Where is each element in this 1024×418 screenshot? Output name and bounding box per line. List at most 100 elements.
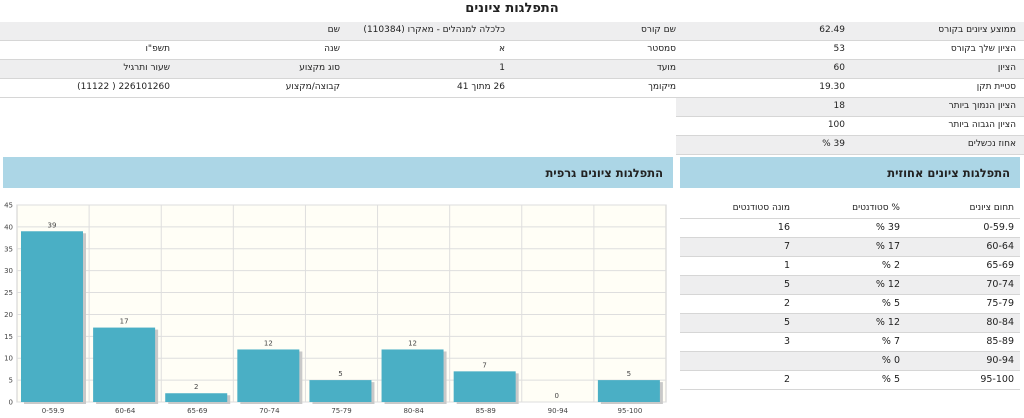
table-cell: 39 % xyxy=(875,222,900,233)
table-row: 95-100 5 % 2 xyxy=(680,371,1020,390)
y-tick-label: 20 xyxy=(4,311,13,319)
info-value: 18 xyxy=(833,101,845,111)
table-cell: 5 xyxy=(783,317,790,328)
chart: 0 5 10 15 20 25 30 35 40 45 0-59.9 39 60-64 17 65-69 2 7… xyxy=(4,202,667,415)
info-value: 226101260 ( 11122) xyxy=(77,82,170,92)
info-value: 26 מתוך 41 xyxy=(457,82,505,92)
table-cell: 85-89 xyxy=(986,336,1014,347)
bar xyxy=(165,393,228,402)
info-label: קבוצה/מקצוע xyxy=(285,82,340,92)
bar-value-label: 12 xyxy=(264,339,273,347)
bar xyxy=(453,371,516,402)
info-row: הציון שלך בקורס 53 סמסטר א שנה תשפ"ו xyxy=(0,41,1024,60)
table-row: 90-94 0 % xyxy=(680,352,1020,371)
bar-value-label: 5 xyxy=(627,370,631,378)
info-label: ממוצע ציונים בקורס xyxy=(938,25,1016,35)
table-cell: 0-59.9 xyxy=(983,222,1014,233)
info-label: סמסטר xyxy=(647,44,676,54)
table-cell: 12 % xyxy=(875,279,900,290)
info-label: שם xyxy=(327,25,340,35)
info-row: הציון הגבוה ביותר 100 xyxy=(676,117,1024,136)
table-cell: 90-94 xyxy=(986,355,1014,366)
table-row: 85-89 7 % 3 xyxy=(680,333,1020,352)
info-label: שם קורס xyxy=(641,25,676,35)
info-label: שנה xyxy=(324,44,340,54)
info-value: 60 xyxy=(833,63,845,73)
x-tick-label: 90-94 xyxy=(548,407,569,415)
x-tick-label: 60-64 xyxy=(115,407,136,415)
table-cell: 5 % xyxy=(881,298,900,309)
info-value: 1 xyxy=(499,63,505,73)
y-tick-label: 40 xyxy=(4,223,13,231)
x-tick-label: 75-79 xyxy=(331,407,351,415)
x-tick-label: 85-89 xyxy=(476,407,496,415)
info-label: מיקומך xyxy=(648,82,676,92)
table-row: 65-69 2 % 1 xyxy=(680,257,1020,276)
bar xyxy=(93,327,156,402)
bar xyxy=(309,380,372,402)
table-cell: 2 % xyxy=(881,260,900,271)
table-cell: 60-64 xyxy=(986,241,1014,252)
x-tick-label: 80-84 xyxy=(403,407,424,415)
x-tick-label: 0-59.9 xyxy=(42,407,65,415)
bar-value-label: 17 xyxy=(120,318,129,326)
bar-value-label: 2 xyxy=(194,383,198,391)
table-cell: 17 % xyxy=(875,241,900,252)
y-tick-label: 0 xyxy=(9,399,13,407)
info-value: 53 xyxy=(833,44,845,54)
table-cell: 16 xyxy=(777,222,790,233)
x-tick-label: 70-74 xyxy=(259,407,280,415)
table-cell: 7 % xyxy=(881,336,900,347)
table-cell: 2 xyxy=(783,298,790,309)
info-row: סטיית תקן 19.30 מיקומך 26 מתוך 41 קבוצה/מקצו… xyxy=(0,79,1024,98)
table-cell: 75-79 xyxy=(986,298,1014,309)
info-label: הציון הגבוה ביותר xyxy=(948,120,1016,130)
info-label: מועד xyxy=(656,63,676,73)
column-header: מונה סטודנטים xyxy=(732,203,790,213)
info-label: הציון שלך בקורס xyxy=(950,44,1016,54)
y-tick-label: 5 xyxy=(9,377,13,385)
table-cell: 5 % xyxy=(881,374,900,385)
info-row: הציון 60 מועד 1 סוג מקצוע שעור ותרגיל xyxy=(0,60,1024,79)
table-panel-header: התפלגות ציונים אחוזית xyxy=(680,157,1020,188)
table-title: התפלגות ציונים אחוזית xyxy=(887,166,1010,180)
info-row: ממוצע ציונים בקורס 62.49 שם קורס כלכלה למנה… xyxy=(0,22,1024,41)
table-row: 70-74 12 % 5 xyxy=(680,276,1020,295)
table-cell: 2 xyxy=(783,374,790,385)
info-label: הציון הנמוך ביותר xyxy=(948,101,1016,111)
info-row: הציון הנמוך ביותר 18 xyxy=(676,98,1024,117)
y-tick-label: 30 xyxy=(4,267,13,275)
column-header: % סטודנטים xyxy=(852,203,900,213)
table-row: 60-64 17 % 7 xyxy=(680,238,1020,257)
y-tick-label: 10 xyxy=(4,355,13,363)
table-cell: 5 xyxy=(783,279,790,290)
table-cell: 80-84 xyxy=(986,317,1014,328)
bar-value-label: 0 xyxy=(555,392,559,400)
table-cell: 0 % xyxy=(881,355,900,366)
info-value: 19.30 xyxy=(819,82,845,92)
table-cell: 95-100 xyxy=(980,374,1014,385)
table-cell: 7 xyxy=(783,241,790,252)
table-cell: 3 xyxy=(783,336,790,347)
table-cell: 65-69 xyxy=(986,260,1014,271)
chart-title: התפלגות ציונים גרפית xyxy=(545,166,663,180)
info-label: סוג מקצוע xyxy=(299,63,340,73)
info-value: 62.49 xyxy=(819,25,845,35)
page-title: התפלגות ציונים xyxy=(465,1,559,16)
info-value: 39 % xyxy=(822,139,845,149)
y-tick-label: 45 xyxy=(4,202,13,210)
bar-value-label: 7 xyxy=(482,361,486,369)
y-tick-label: 35 xyxy=(4,245,13,253)
info-value: שעור ותרגיל xyxy=(123,63,170,73)
bar xyxy=(381,349,444,402)
column-header: תחום ציונים xyxy=(969,203,1014,213)
table-header-row: תחום ציונים % סטודנטים מונה סטודנטים xyxy=(680,200,1020,219)
x-tick-label: 95-100 xyxy=(618,407,643,415)
info-value: א xyxy=(498,44,505,54)
table-row: 0-59.9 39 % 16 xyxy=(680,219,1020,238)
table-cell: 70-74 xyxy=(986,279,1014,290)
info-label: סטיית תקן xyxy=(976,82,1016,92)
bar-value-label: 12 xyxy=(408,339,417,347)
table-row: 75-79 5 % 2 xyxy=(680,295,1020,314)
